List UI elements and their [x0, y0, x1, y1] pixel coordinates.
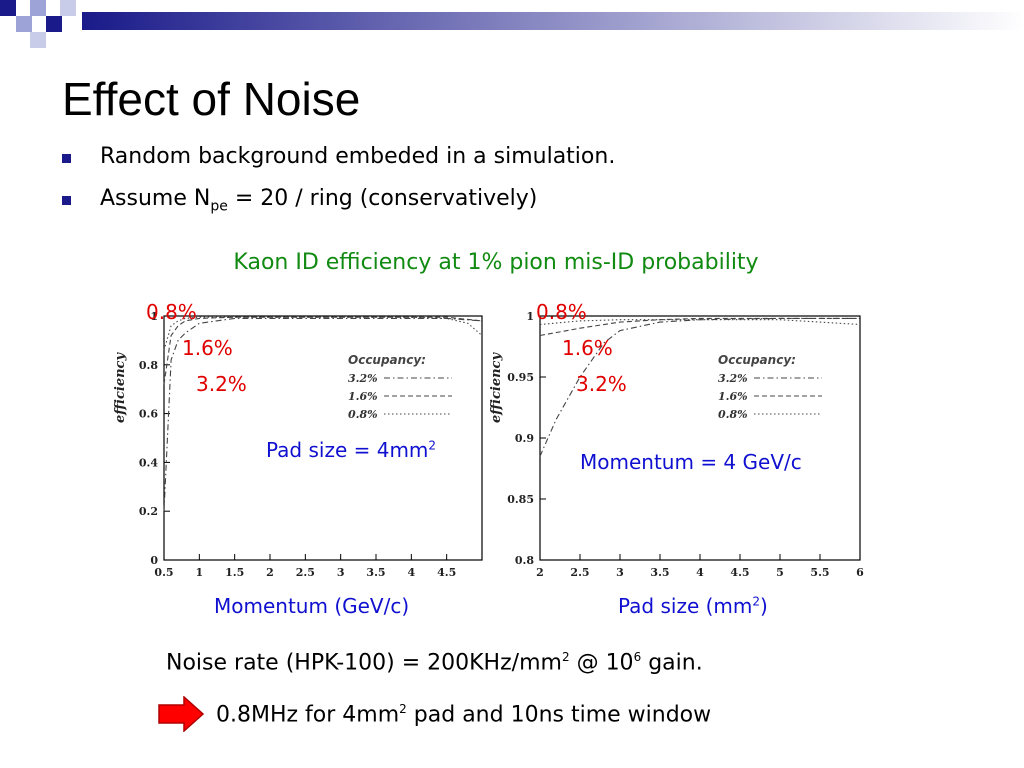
bullet-text: = 20 / ring (conservatively) [227, 186, 538, 211]
x-tick-label: 6 [856, 566, 864, 579]
deco-square [46, 16, 62, 32]
series-line-1.6% [163, 316, 483, 385]
y-tick-label: 0.85 [507, 493, 534, 506]
right-arrow-icon [158, 696, 204, 732]
bullet-square-icon [62, 154, 71, 163]
y-tick-label: 0.2 [139, 505, 158, 518]
pad-size-annotation: Pad size = 4mm2 [266, 438, 437, 462]
y-tick-label: 1 [526, 310, 534, 323]
header-decoration [0, 0, 1024, 48]
noise-rate-note: Noise rate (HPK-100) = 200KHz/mm2 @ 106 … [166, 650, 703, 676]
efficiency-vs-padsize-plot: 2 2.5 3 3.5 4 4.5 5 5.5 6 0.8 0.85 0.9 0.95 1 efficien… [484, 306, 864, 586]
efficiency-vs-momentum-plot: 0.5 1 1.5 2 2.5 3 3.5 4 4.5 0 0.2 0.4 0.6 0.8 1 efficie… [108, 306, 484, 586]
curve-label: 0.8% [146, 300, 197, 324]
x-tick-label: 3.5 [650, 566, 669, 579]
deco-square [60, 0, 76, 16]
bullet-text: Random background embeded in a simulatio… [100, 144, 616, 169]
curve-label: 1.6% [562, 336, 613, 360]
curve-label: 0.8% [536, 300, 587, 324]
legend-entry: 0.8% [348, 408, 378, 421]
x-tick-label: 2 [266, 566, 274, 579]
series-line-3.2% [163, 317, 483, 512]
x-tick-label: 2.5 [296, 566, 315, 579]
chart-subtitle: Kaon ID efficiency at 1% pion mis-ID pro… [233, 250, 759, 275]
legend-entry: 3.2% [718, 372, 748, 385]
bullet-subscript: pe [210, 198, 228, 215]
legend-entry: 0.8% [718, 408, 748, 421]
x-tick-label: 1.5 [225, 566, 244, 579]
bullet-item: Random background embeded in a simulatio… [62, 142, 615, 184]
y-tick-label: 0.95 [507, 371, 534, 384]
legend-title: Occupancy: [718, 353, 796, 367]
series-line-0.8% [163, 316, 483, 351]
deco-square [30, 0, 46, 16]
legend-entry: 3.2% [348, 372, 378, 385]
y-tick-label: 0.8 [515, 554, 534, 567]
curve-label: 1.6% [182, 336, 233, 360]
x-tick-label: 2.5 [570, 566, 589, 579]
bullet-item: Assume Npe = 20 / ring (conservatively) [62, 184, 615, 226]
deco-square [30, 32, 46, 48]
plot-frame [163, 315, 483, 561]
y-axis-label: efficiency [489, 352, 504, 423]
plot-svg: 2 2.5 3 3.5 4 4.5 5 5.5 6 0.8 0.85 0.9 0.95 1 efficien… [489, 310, 864, 579]
y-tick-label: 0.4 [139, 456, 158, 469]
series-line-3.2% [539, 317, 860, 457]
y-axis-label: efficiency [113, 352, 128, 423]
plot-svg: 0.5 1 1.5 2 2.5 3 3.5 4 4.5 0 0.2 0.4 0.6 0.8 1 efficie… [113, 310, 483, 579]
bullet-square-icon [62, 196, 71, 205]
curve-label: 3.2% [576, 372, 627, 396]
y-tick-label: 0.9 [515, 432, 534, 445]
deco-square [16, 16, 32, 32]
curve-label: 3.2% [196, 372, 247, 396]
header-gradient-bar [82, 12, 1024, 30]
bullet-text: Assume N [100, 186, 211, 211]
x-tick-label: 5.5 [810, 566, 829, 579]
momentum-annotation: Momentum = 4 GeV/c [580, 450, 802, 474]
x-tick-label: 4.5 [437, 566, 456, 579]
x-tick-label: 4.5 [730, 566, 749, 579]
y-tick-label: 0.8 [139, 359, 158, 372]
x-tick-label: 3 [337, 566, 345, 579]
x-axis-title-left: Momentum (GeV/c) [214, 594, 410, 618]
bullet-list: Random background embeded in a simulatio… [62, 142, 615, 226]
x-axis-title-right: Pad size (mm2) [618, 594, 768, 618]
legend-entry: 1.6% [348, 390, 378, 403]
y-tick-label: 1 [150, 310, 158, 323]
x-tick-label: 2 [536, 566, 544, 579]
x-tick-label: 5 [776, 566, 784, 579]
pad-noise-note: 0.8MHz for 4mm2 pad and 10ns time window [216, 702, 712, 728]
legend-title: Occupancy: [348, 353, 426, 367]
x-tick-label: 4 [696, 566, 704, 579]
x-tick-label: 3 [616, 566, 624, 579]
x-tick-label: 3.5 [366, 566, 385, 579]
page-title: Effect of Noise [62, 73, 361, 125]
legend-entry: 1.6% [718, 390, 748, 403]
deco-square [0, 0, 16, 16]
x-tick-label: 1 [196, 566, 204, 579]
y-tick-label: 0 [150, 554, 158, 567]
x-tick-label: 4 [408, 566, 416, 579]
plot-frame [539, 315, 861, 561]
series-line-0.8% [539, 319, 861, 326]
x-tick-label: 0.5 [154, 566, 173, 579]
y-tick-label: 0.6 [139, 408, 158, 421]
